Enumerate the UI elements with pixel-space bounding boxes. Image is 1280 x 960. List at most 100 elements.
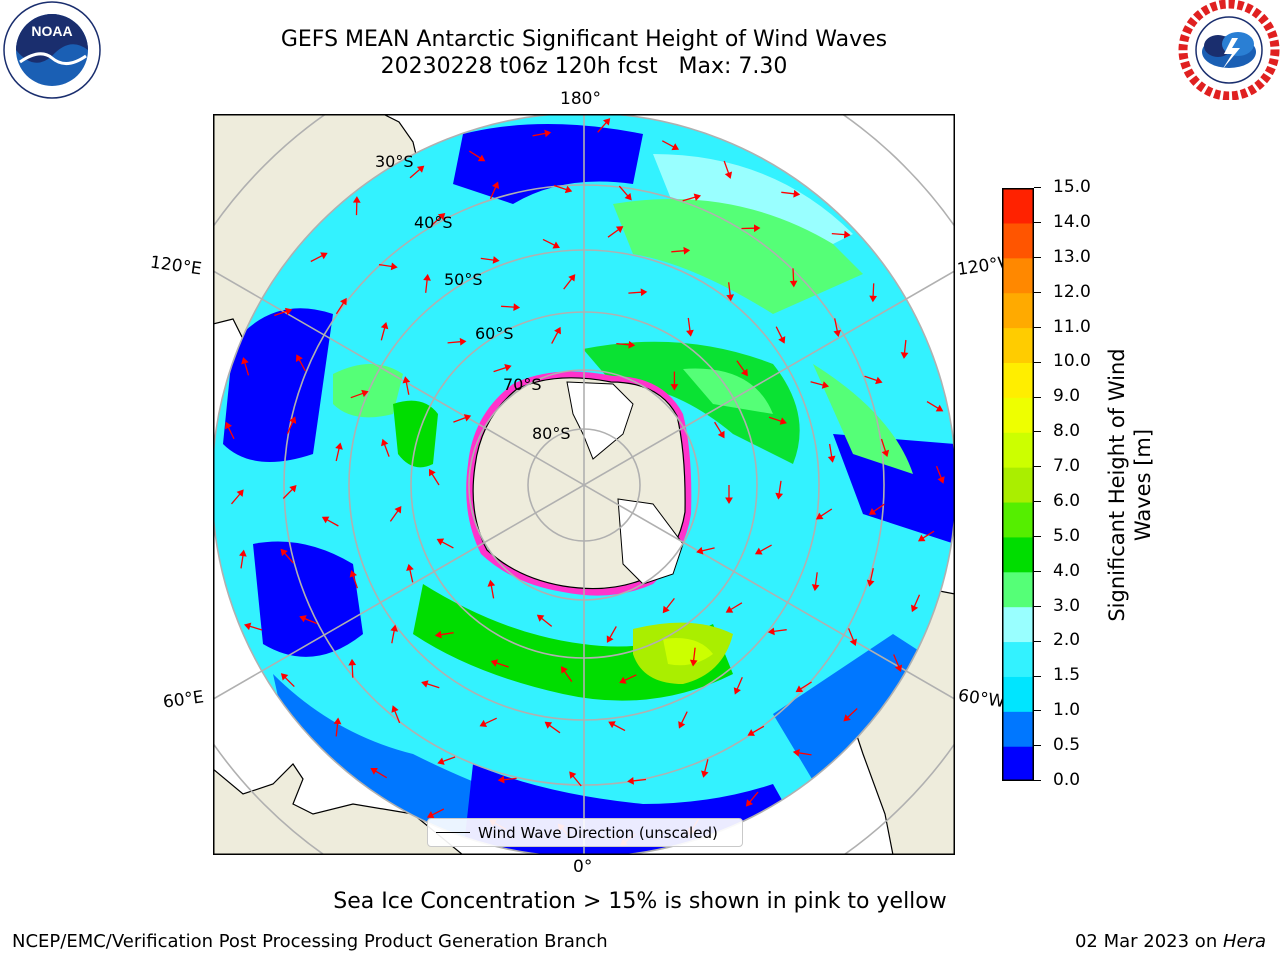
lon-label-60w: 60°W	[956, 685, 1007, 713]
wind-vector-head	[381, 438, 389, 447]
wind-vector	[869, 568, 874, 582]
wind-vector-head	[606, 635, 614, 643]
wind-vector	[597, 122, 607, 133]
wind-vector	[922, 530, 935, 539]
wind-vector	[447, 341, 461, 344]
wind-vector-head	[726, 294, 735, 302]
wind-vector-head	[421, 680, 429, 688]
colorbar-segment	[1002, 606, 1034, 643]
wind-vector	[286, 421, 294, 434]
wind-vector	[496, 662, 509, 668]
wind-vector	[335, 302, 345, 315]
wind-vector	[563, 278, 573, 290]
lat-label-50s: 50°S	[444, 270, 483, 289]
noaa-logo-text: NOAA	[31, 23, 72, 39]
wind-vector-head	[479, 719, 488, 727]
wind-vector-head	[568, 274, 576, 282]
wind-vector	[616, 342, 630, 346]
lat-label-80s: 80°S	[532, 424, 571, 443]
wind-vector	[831, 232, 845, 236]
wind-vector-head	[459, 337, 467, 346]
wind-vector-head	[792, 748, 800, 757]
nws-logo	[1178, 0, 1280, 100]
legend-label: Wind Wave Direction (unscaled)	[478, 823, 718, 842]
wind-vector-head	[917, 534, 926, 542]
wind-vector-head	[225, 421, 233, 430]
colorbar-segment	[1002, 536, 1034, 573]
wind-vector-head	[280, 673, 289, 681]
wind-vector-head	[321, 516, 330, 524]
colorbar-tick-mark	[1034, 326, 1041, 328]
wind-vector	[792, 268, 795, 282]
wind-vector	[284, 676, 295, 688]
wind-vector-head	[428, 468, 436, 477]
wind-vector	[304, 617, 318, 625]
wind-vector-head	[683, 246, 691, 255]
colorbar-segment	[1002, 571, 1034, 608]
wind-vector	[759, 544, 772, 552]
wind-vector-head	[390, 262, 398, 271]
wind-vector	[893, 654, 900, 667]
wind-vector	[383, 444, 390, 457]
colorbar-segment	[1002, 676, 1034, 712]
wind-vector	[773, 629, 787, 633]
wind-vector-head	[289, 416, 297, 424]
wind-vector-head	[361, 389, 369, 398]
colorbar-tick-label: 4.0	[1053, 560, 1081, 581]
wind-vector	[820, 508, 833, 517]
wind-vector	[572, 775, 582, 787]
wind-vector	[607, 229, 619, 238]
wind-vector-head	[280, 548, 288, 557]
colorbar-tick-label: 9.0	[1053, 386, 1081, 407]
wind-vector-head	[900, 352, 909, 359]
wind-vector-head	[491, 181, 500, 190]
wind-vector-head	[339, 297, 347, 306]
footer-host: Hera	[1222, 931, 1266, 952]
colorbar-tick-label: 7.0	[1053, 456, 1081, 477]
wind-vector	[480, 257, 494, 261]
wind-vector-head	[391, 705, 399, 713]
colorbar-tick-label: 5.0	[1053, 525, 1081, 546]
wind-vector	[624, 674, 637, 681]
wind-vector	[503, 777, 517, 781]
wind-vector-head	[640, 288, 648, 297]
wind-vector-head	[603, 118, 611, 126]
wind-vector	[310, 255, 323, 263]
colorbar-tick-mark	[1034, 187, 1041, 189]
wind-vector-head	[935, 404, 944, 412]
colorbar-segment	[1002, 467, 1034, 503]
wind-vector-head	[724, 171, 733, 179]
caption: Sea Ice Concentration > 15% is shown in …	[333, 889, 947, 914]
wind-vector	[394, 710, 401, 724]
wind-vector-head	[843, 230, 851, 239]
wind-vector	[872, 283, 875, 297]
colorbar-tick-label: 0.0	[1053, 770, 1081, 790]
colorbar-tick-label: 12.0	[1053, 281, 1091, 302]
colorbar-tick-label: 8.0	[1053, 421, 1081, 442]
colorbar-tick-label: 3.0	[1053, 595, 1081, 616]
wind-vector	[680, 711, 688, 724]
wind-vector-head	[402, 376, 411, 384]
wind-vector	[468, 150, 481, 159]
wind-vector-head	[670, 384, 679, 391]
wind-vector-head	[335, 442, 343, 450]
wind-vector-head	[477, 154, 486, 162]
map-legend: Wind Wave Direction (unscaled)	[427, 818, 743, 847]
wind-vector	[425, 279, 428, 293]
wind-vector-head	[390, 624, 398, 632]
wind-vector-head	[717, 430, 725, 439]
wind-vector-head	[753, 224, 761, 233]
wind-vector	[352, 575, 359, 589]
wind-vector	[335, 723, 339, 737]
wind-vector-head	[678, 721, 686, 729]
lon-label-180: 180°	[560, 89, 601, 109]
colorbar-tick-mark	[1034, 780, 1041, 782]
wind-vector	[926, 401, 939, 409]
wind-vector	[553, 184, 567, 191]
wind-vector	[282, 488, 293, 499]
wind-vector	[661, 140, 675, 148]
wind-vector	[913, 594, 921, 607]
colorbar-tick-mark	[1034, 396, 1041, 398]
colorbar-segment	[1002, 292, 1034, 329]
wind-vector-head	[560, 666, 568, 674]
